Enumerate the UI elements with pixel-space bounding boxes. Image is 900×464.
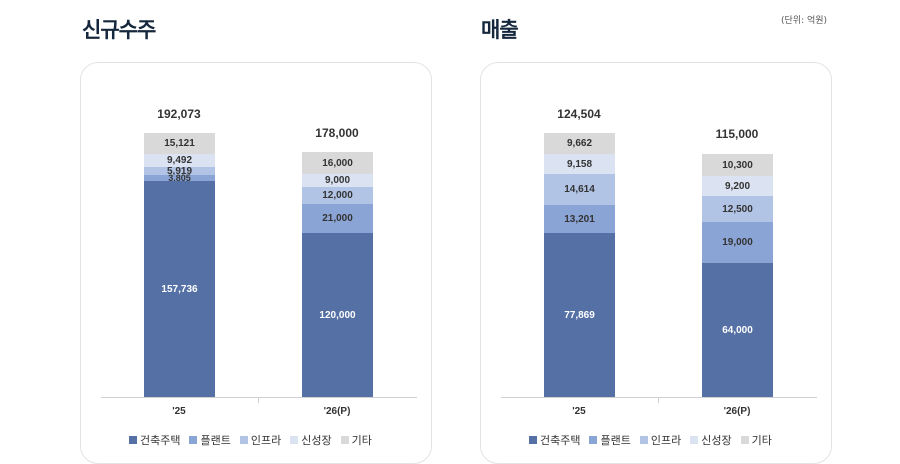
legend-swatch [189, 436, 198, 444]
segment-plant: 21,000 [302, 204, 373, 233]
legend-item-etc: 기타 [340, 432, 372, 448]
legend-swatch [239, 436, 248, 444]
legend-swatch [290, 436, 299, 444]
x-label: '25 [572, 406, 586, 417]
legend-swatch [740, 436, 749, 444]
segment-infra: 14,614 [544, 174, 615, 205]
legend-swatch [340, 436, 349, 444]
x-label: '26(P) [323, 406, 351, 417]
x-axis-tick [658, 397, 659, 403]
segment-building: 64,000 [702, 263, 773, 397]
x-axis [101, 397, 417, 398]
x-axis-tick [258, 397, 259, 403]
legend-item-etc: 기타 [740, 432, 772, 448]
x-axis [501, 397, 817, 398]
bar-25: 15,121 9,492 5,919 3,805 157,736 [144, 133, 215, 397]
segment-plant: 3,805 [144, 173, 215, 183]
segment-plant: 19,000 [702, 222, 773, 263]
segment-infra: 12,500 [702, 196, 773, 222]
total-label: 192,073 [157, 107, 201, 121]
segment-etc: 15,121 [144, 133, 215, 154]
legend-swatch [129, 436, 137, 444]
segment-newgrowth: 9,492 [144, 154, 215, 167]
segment-etc: 9,662 [544, 133, 615, 154]
segment-newgrowth: 9,158 [544, 154, 615, 174]
chart-title-orders: 신규수주 [82, 18, 156, 42]
segment-infra: 5,919 [144, 166, 215, 177]
segment-newgrowth: 9,200 [702, 176, 773, 196]
legend-item-newgrowth: 신성장 [690, 432, 732, 448]
chart-title-sales: 매출 [481, 18, 519, 42]
legend-swatch [690, 436, 699, 444]
total-label: 178,000 [315, 126, 359, 140]
legend-swatch [589, 436, 598, 444]
legend-item-building: 건축주택 [529, 432, 580, 448]
segment-etc: 10,300 [702, 154, 773, 176]
legend: 건축주택 플랜트 인프라 신성장 기타 [529, 432, 772, 448]
legend-item-building: 건축주택 [129, 432, 180, 448]
segment-etc: 16,000 [302, 152, 373, 174]
segment-building: 157,736 [144, 181, 215, 397]
orders-chart-panel: 192,073 15,121 9,492 5,919 3,805 157,736… [80, 62, 432, 464]
unit-label: (단위: 억원) [781, 16, 828, 26]
legend-swatch [639, 436, 648, 444]
bar-25: 9,662 9,158 14,614 13,201 77,869 [544, 133, 615, 397]
legend: 건축주택 플랜트 인프라 신성장 기타 [129, 432, 372, 448]
segment-infra: 12,000 [302, 187, 373, 204]
legend-item-plant: 플랜트 [189, 432, 231, 448]
segment-building: 77,869 [544, 233, 615, 397]
legend-item-newgrowth: 신성장 [290, 432, 332, 448]
x-label: '25 [172, 406, 186, 417]
total-label: 115,000 [715, 127, 759, 141]
bar-26p: 10,300 9,200 12,500 19,000 64,000 [702, 154, 773, 397]
sales-chart-panel: 124,504 9,662 9,158 14,614 13,201 77,869… [480, 62, 832, 464]
x-label: '26(P) [723, 406, 751, 417]
segment-building: 120,000 [302, 233, 373, 397]
legend-item-plant: 플랜트 [589, 432, 631, 448]
total-label: 124,504 [557, 107, 601, 121]
legend-item-infra: 인프라 [239, 432, 281, 448]
legend-swatch [529, 436, 537, 444]
legend-item-infra: 인프라 [639, 432, 681, 448]
segment-newgrowth: 9,000 [302, 174, 373, 187]
segment-plant: 13,201 [544, 205, 615, 233]
bar-26p: 16,000 9,000 12,000 21,000 120,000 [302, 152, 373, 397]
